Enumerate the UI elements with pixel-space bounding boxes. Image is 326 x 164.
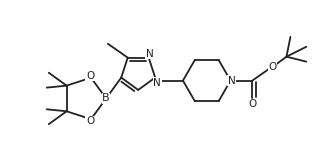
Text: N: N	[228, 76, 235, 86]
Text: N: N	[153, 78, 161, 88]
Text: O: O	[86, 71, 94, 81]
Text: O: O	[86, 116, 94, 126]
Text: O: O	[268, 62, 277, 72]
Text: O: O	[248, 99, 257, 109]
Text: N: N	[146, 49, 154, 59]
Text: B: B	[102, 93, 110, 103]
